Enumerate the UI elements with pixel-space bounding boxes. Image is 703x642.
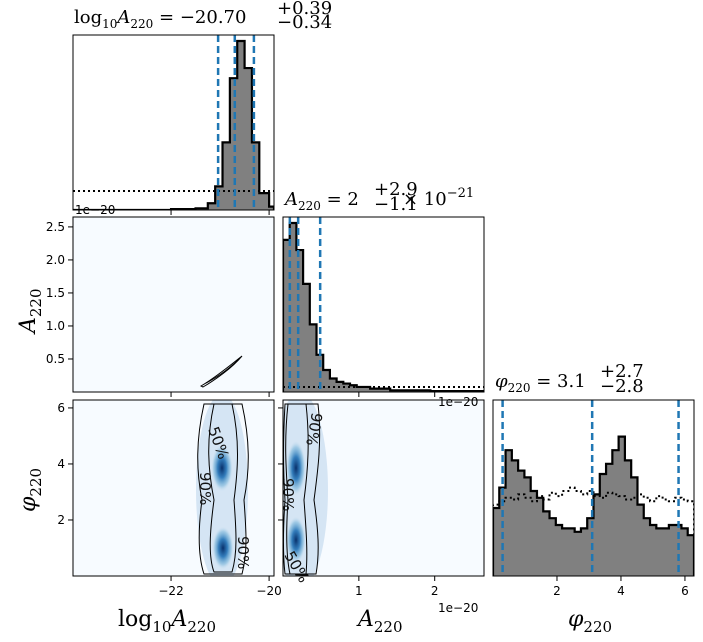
panel-log10A220-hist [72, 34, 275, 215]
ylabel-A220: A220 [16, 288, 45, 335]
A220-vs-log10A220-background [73, 217, 274, 392]
phi220-vs-log10A220-contour-90 [197, 403, 249, 575]
phi220-vs-A220-density-peak-upper [286, 440, 306, 496]
title-phi220: φ220 = 3.1 [495, 371, 586, 395]
contour-label-90-top: 90% [302, 411, 326, 447]
phi220-vs-log10A220-contour-50 [208, 403, 238, 573]
phi220-vs-A220-density-peak-lower [286, 516, 306, 564]
log10A220-xtick-0-label: −22 [158, 584, 183, 598]
phi220-vs-A220-contour-90 [283, 403, 321, 575]
contour-label-90-mid: 90% [279, 478, 297, 511]
A220-hist-outline [283, 221, 484, 392]
phi220-xtick-1-label: 4 [617, 584, 625, 598]
title-phi220-lower: −2.8 [600, 376, 644, 397]
phi220-row-ytick-0-label: 2 [57, 513, 65, 527]
A220-row-ytick-4-label: 2.5 [46, 220, 65, 234]
xlabel-A220: A220 [356, 607, 403, 636]
xlabel-phi220: φ220 [568, 607, 612, 636]
A220-row-ytick-0-label: 0.5 [46, 352, 65, 366]
offset-label-A220-diag: 1e−20 [438, 395, 478, 409]
contour-label-90-left: 90% [196, 472, 214, 505]
log10A220-hist-fill [73, 41, 274, 210]
panel-A220-hist [282, 216, 485, 397]
A220-vs-log10A220-frame [72, 216, 275, 393]
title-A220-tail: × 10−21 [403, 186, 474, 210]
panel-phi220-vs-A220: 90%90%50%1 2 [278, 399, 485, 598]
phi220-xtick-0-label: 2 [553, 584, 561, 598]
panel-phi220-hist: 2 4 6 [492, 399, 695, 598]
A220-row-ytick-2-label: 1.5 [46, 286, 65, 300]
offset-label-A220-row: 1e−20 [75, 203, 115, 217]
log10A220-xtick-1-label: −20 [256, 584, 281, 598]
A220-row-ytick-3-label: 2.0 [46, 253, 65, 267]
contour-label-90-right: 90% [234, 536, 252, 569]
panel-phi220-vs-log10A220: 50%90%90%246−22 −20 [57, 399, 282, 598]
phi220-hist-outline [493, 435, 694, 576]
A220-xtick-1-label: 2 [431, 584, 439, 598]
ylabel-phi220: φ220 [16, 468, 45, 512]
phi220-hist-frame [492, 399, 695, 577]
title-log10A220-upper: +0.39 [277, 0, 332, 19]
A220-vs-log10A220-contour-outer [199, 355, 243, 388]
title-log10A220-lower: −0.34 [277, 12, 332, 33]
panel-A220-vs-log10A220: 0.5 1.0 1.5 2.0 2.5 [46, 216, 275, 397]
A220-xtick-0-label: 1 [355, 584, 363, 598]
title-phi220-upper: +2.7 [600, 361, 644, 382]
phi220-vs-log10A220-density-peak-upper [211, 444, 233, 492]
xlabel-log10A220: log10A220 [118, 607, 216, 636]
phi220-prior-hist [493, 486, 694, 576]
phi220-vs-A220-frame [282, 399, 485, 577]
title-log10A220: log10A220 = −20.70 [74, 7, 246, 31]
A220-hist-fill [283, 223, 484, 392]
phi220-vs-log10A220-frame [72, 399, 275, 577]
phi220-row-ytick-2-label: 6 [57, 401, 65, 415]
phi220-vs-log10A220-density-peak-lower [212, 526, 234, 570]
title-A220-upper: +2.9 [374, 179, 418, 200]
A220-hist-frame [282, 216, 485, 393]
log10A220-hist-outline [73, 39, 274, 210]
A220-vs-log10A220-contour-inner [205, 359, 239, 384]
phi220-row-ytick-1-label: 4 [57, 457, 65, 471]
log10A220-hist-frame [72, 34, 275, 211]
A220-row-ytick-1-label: 1.0 [46, 319, 65, 333]
phi220-xtick-2-label: 6 [681, 584, 689, 598]
title-A220-lower: −1.1 [374, 194, 418, 215]
title-A220: A220 = 2 [283, 189, 359, 213]
offset-label-A220-xaxis: 1e−20 [438, 601, 478, 615]
